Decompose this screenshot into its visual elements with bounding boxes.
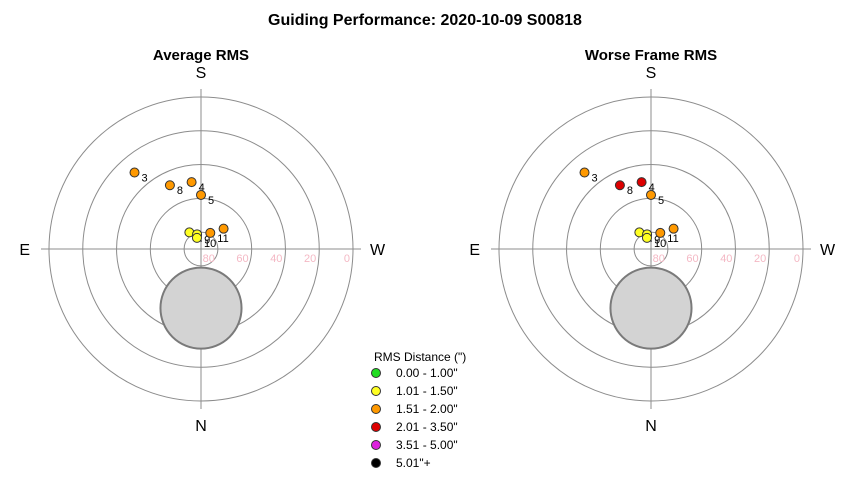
worst-compass-south: S [646, 65, 657, 82]
avg-point-label: 4 [199, 182, 205, 194]
legend-entry-label: 5.01"+ [396, 456, 431, 470]
worst-compass-east: E [469, 242, 480, 259]
worst-point-label: 8 [627, 185, 633, 197]
worst-data-point [579, 167, 590, 178]
worst-data-point [614, 180, 625, 191]
worst-point-label: 5 [658, 195, 664, 207]
worst-data-point [655, 227, 666, 238]
worst-data-point [636, 177, 647, 188]
avg-excluded-zone [159, 266, 243, 350]
legend-swatch [371, 386, 381, 396]
avg-radial-tick-label: 20 [304, 253, 316, 265]
legend-title: RMS Distance (") [374, 350, 466, 364]
worst-point-label: 10 [654, 238, 666, 250]
worst-data-point [646, 189, 656, 200]
avg-data-point [191, 232, 202, 243]
worst-point-label: 4 [649, 182, 655, 194]
worst-radial-tick-label: 0 [794, 253, 800, 265]
avg-point-label: 3 [142, 173, 148, 185]
avg-radial-tick-label: 80 [203, 253, 215, 265]
worst-point-label: 9 [654, 234, 660, 246]
avg-point-label: 8 [177, 185, 183, 197]
avg-data-point [164, 180, 175, 191]
worst-radial-tick-label: 20 [754, 253, 766, 265]
worst-point-label: 11 [667, 233, 678, 245]
avg-compass-south: S [196, 65, 207, 82]
legend-entry-label: 2.01 - 3.50" [396, 420, 458, 434]
avg-compass-north: N [195, 418, 207, 435]
legend-entry-label: 0.00 - 1.00" [396, 366, 458, 380]
avg-compass-east: E [19, 242, 30, 259]
avg-panel-title: Average RMS [153, 47, 249, 64]
avg-radial-tick-label: 60 [236, 253, 248, 265]
worst-data-point [668, 223, 679, 234]
avg-point-label: 11 [217, 233, 228, 245]
legend-entry-label: 1.51 - 2.00" [396, 402, 458, 416]
figure-title: Guiding Performance: 2020-10-09 S00818 [268, 12, 582, 29]
avg-point-label: 9 [204, 234, 210, 246]
avg-data-point [129, 167, 140, 178]
avg-point-label: 5 [208, 195, 214, 207]
worst-excluded-zone [609, 266, 693, 350]
avg-data-point [196, 189, 206, 200]
average-rms-plot: Average RMS806040200SNEW2345891011 [19, 47, 386, 435]
worse-frame-rms-plot: Worse Frame RMS806040200SNEW2345891011 [469, 47, 836, 435]
legend-entry-label: 1.01 - 1.50" [396, 384, 458, 398]
avg-data-point [205, 227, 216, 238]
legend-swatch [371, 440, 381, 450]
legend: RMS Distance (") 0.00 - 1.00" 1.01 - 1.50… [371, 350, 466, 470]
worst-data-point [641, 232, 652, 243]
worst-radial-tick-label: 60 [686, 253, 698, 265]
legend-swatch [371, 422, 381, 432]
legend-entry-label: 3.51 - 5.00" [396, 438, 458, 452]
worst-compass-west: W [820, 242, 836, 259]
worst-point-label: 3 [592, 173, 598, 185]
legend-swatch [371, 368, 381, 378]
legend-swatch [371, 404, 381, 414]
avg-compass-west: W [370, 242, 386, 259]
avg-point-label: 10 [204, 238, 216, 250]
worst-compass-north: N [645, 418, 657, 435]
worst-radial-tick-label: 80 [653, 253, 665, 265]
worst-panel-title: Worse Frame RMS [585, 47, 717, 64]
avg-radial-tick-label: 0 [344, 253, 350, 265]
avg-data-point [218, 223, 229, 234]
worst-radial-tick-label: 40 [720, 253, 732, 265]
legend-swatch [371, 458, 381, 468]
avg-radial-tick-label: 40 [270, 253, 282, 265]
avg-data-point [186, 177, 197, 188]
